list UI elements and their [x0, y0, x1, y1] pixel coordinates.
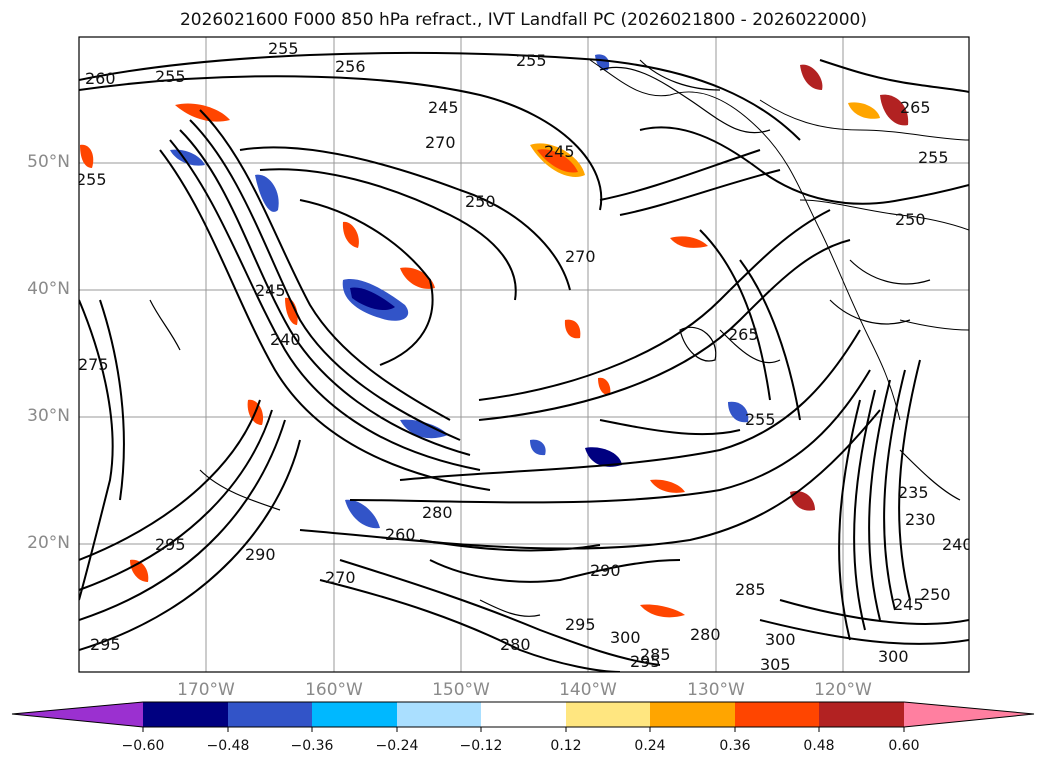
- contour-label: 280: [500, 635, 531, 654]
- colorbar-tick-label: 0.60: [888, 738, 920, 754]
- contour-label: 240: [270, 330, 301, 349]
- colorbar-tick-label: −0.24: [375, 738, 419, 754]
- lon-label-130w: 130°W: [687, 680, 745, 700]
- map-frame: [78, 36, 970, 673]
- colorbar-cell: [735, 702, 820, 727]
- colorbar-tick-label: −0.60: [121, 738, 165, 754]
- contour-label: 270: [325, 568, 356, 587]
- contour-label: 275: [78, 355, 109, 374]
- lon-label-170w: 170°W: [177, 680, 235, 700]
- contour-label: 290: [590, 561, 621, 580]
- contour-label: 265: [728, 325, 759, 344]
- contour-label: 255: [918, 148, 949, 167]
- colorbar-cell: [481, 702, 566, 727]
- lon-label-120w: 120°W: [814, 680, 872, 700]
- contour-lines: [79, 51, 969, 672]
- colorbar-tick-label: −0.12: [459, 738, 503, 754]
- colorbar-cell: [819, 702, 904, 727]
- lat-label-30n: 30°N: [27, 406, 70, 426]
- colorbar-ticks: [142, 727, 905, 732]
- contour-label: 260: [85, 69, 116, 88]
- negative-patches: [170, 54, 749, 529]
- contour-label: 245: [428, 98, 459, 117]
- contour-label: 255: [155, 67, 186, 86]
- contour-label: 265: [900, 98, 931, 117]
- contour-label: 295: [90, 635, 121, 654]
- colorbar-cell: [143, 702, 228, 727]
- colorbar-extend-right: [904, 702, 1034, 727]
- contour-label: 305: [760, 655, 791, 674]
- contour-label: 255: [76, 170, 107, 189]
- contour-label: 300: [878, 647, 909, 666]
- lat-label-20n: 20°N: [27, 533, 70, 553]
- contour-label: 235: [898, 483, 929, 502]
- contour-label: 290: [245, 545, 276, 564]
- map-title: 2026021600 F000 850 hPa refract., IVT La…: [179, 10, 867, 30]
- contour-label: 300: [765, 630, 796, 649]
- colorbar-extend-left: [12, 702, 143, 727]
- colorbar-tick-label: 0.12: [550, 738, 582, 754]
- contour-label: 245: [544, 142, 575, 161]
- contour-label: 295: [155, 535, 186, 554]
- contour-label: 250: [895, 210, 926, 229]
- contour-label: 280: [422, 503, 453, 522]
- contour-label: 240: [942, 535, 973, 554]
- colorbar-tick-label: 0.36: [719, 738, 751, 754]
- coastlines: [589, 59, 969, 421]
- contour-label: 245: [893, 595, 924, 614]
- lon-label-140w: 140°W: [559, 680, 617, 700]
- contour-label: 285: [640, 645, 671, 664]
- contour-label: 250: [920, 585, 951, 604]
- colorbar-cell: [228, 702, 313, 727]
- contour-label: 270: [425, 133, 456, 152]
- lat-label-50n: 50°N: [27, 152, 70, 172]
- colorbar-cell: [650, 702, 735, 727]
- contour-label: 255: [516, 51, 547, 70]
- colorbar-cell: [566, 702, 651, 727]
- colorbar-cell: [312, 702, 397, 727]
- contour-label: 256: [335, 57, 366, 76]
- contour-label: 300: [610, 628, 641, 647]
- colorbar-tick-label: 0.48: [803, 738, 835, 754]
- colorbar: [11, 701, 1035, 732]
- contour-label: 255: [745, 410, 776, 429]
- contour-labels: 255 255 260 256 255 245 245 255 265 255 …: [76, 39, 973, 674]
- contour-label: 270: [565, 247, 596, 266]
- colorbar-cell: [397, 702, 482, 727]
- contour-label: 245: [255, 281, 286, 300]
- colorbar-tick-label: 0.24: [634, 738, 666, 754]
- contour-label: 230: [905, 510, 936, 529]
- lon-label-160w: 160°W: [305, 680, 363, 700]
- contour-label: 260: [385, 525, 416, 544]
- contour-label: 295: [630, 652, 661, 671]
- contour-lines-thin: [149, 59, 961, 617]
- colorbar-tick-label: −0.48: [206, 738, 250, 754]
- contour-label: 295: [565, 615, 596, 634]
- contour-label: 285: [735, 580, 766, 599]
- contour-label: 250: [465, 192, 496, 211]
- lat-label-40n: 40°N: [27, 279, 70, 299]
- lon-label-150w: 150°W: [432, 680, 490, 700]
- contour-label: 255: [268, 39, 299, 58]
- contour-label: 280: [690, 625, 721, 644]
- colorbar-tick-label: −0.36: [290, 738, 334, 754]
